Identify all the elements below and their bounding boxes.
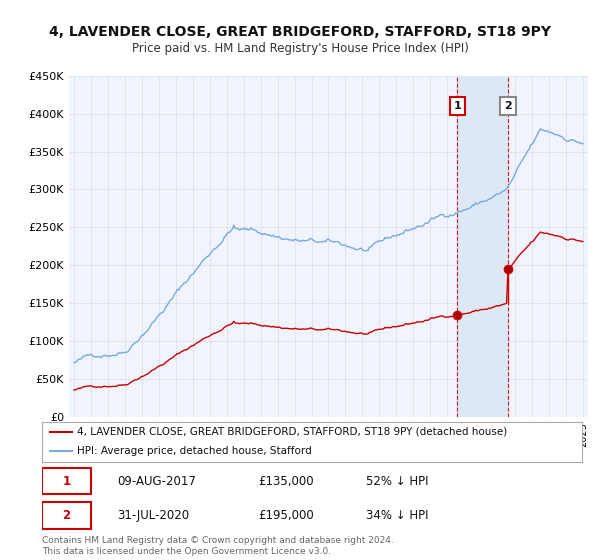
FancyBboxPatch shape: [42, 468, 91, 494]
Text: £195,000: £195,000: [258, 509, 314, 522]
Text: 34% ↓ HPI: 34% ↓ HPI: [366, 509, 428, 522]
Text: Price paid vs. HM Land Registry's House Price Index (HPI): Price paid vs. HM Land Registry's House …: [131, 42, 469, 55]
Text: Contains HM Land Registry data © Crown copyright and database right 2024.
This d: Contains HM Land Registry data © Crown c…: [42, 536, 394, 556]
Text: 09-AUG-2017: 09-AUG-2017: [118, 474, 196, 488]
Text: £135,000: £135,000: [258, 474, 314, 488]
Text: 2: 2: [504, 101, 512, 111]
Text: 52% ↓ HPI: 52% ↓ HPI: [366, 474, 428, 488]
Text: 4, LAVENDER CLOSE, GREAT BRIDGEFORD, STAFFORD, ST18 9PY: 4, LAVENDER CLOSE, GREAT BRIDGEFORD, STA…: [49, 25, 551, 39]
Text: 4, LAVENDER CLOSE, GREAT BRIDGEFORD, STAFFORD, ST18 9PY (detached house): 4, LAVENDER CLOSE, GREAT BRIDGEFORD, STA…: [77, 427, 508, 437]
Bar: [457, 76, 508, 417]
Text: HPI: Average price, detached house, Stafford: HPI: Average price, detached house, Staf…: [77, 446, 312, 456]
Text: 31-JUL-2020: 31-JUL-2020: [118, 509, 190, 522]
Text: 1: 1: [62, 474, 70, 488]
Text: 1: 1: [454, 101, 461, 111]
Text: 2: 2: [62, 509, 70, 522]
FancyBboxPatch shape: [42, 502, 91, 529]
